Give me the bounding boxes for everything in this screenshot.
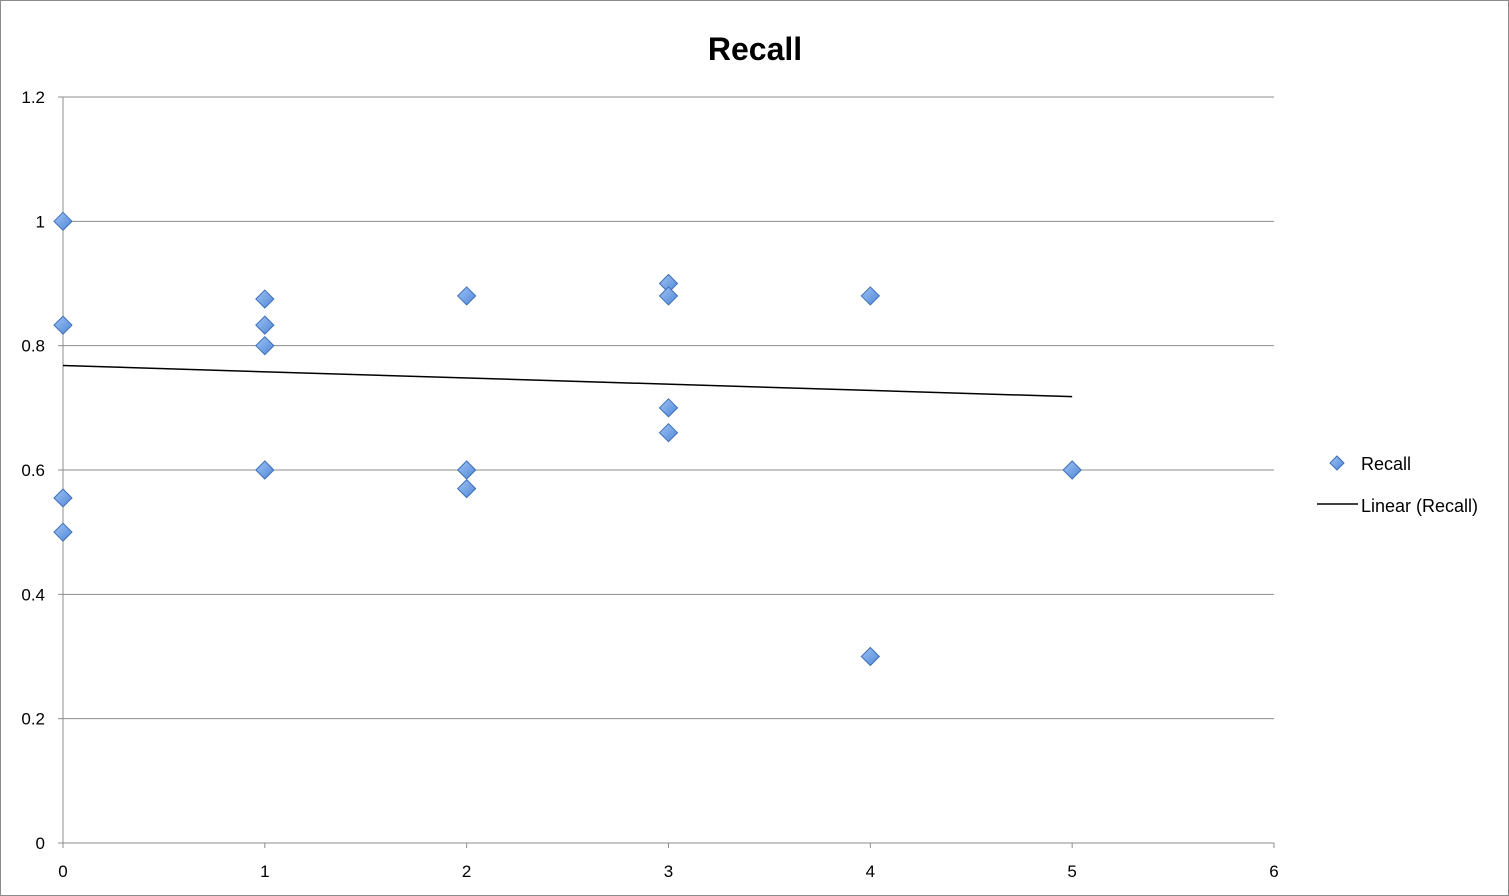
y-tick-label-3: 0.6: [21, 461, 45, 480]
data-point-16: [860, 646, 881, 667]
data-point-9: [456, 460, 477, 480]
trendline-layer: [62, 364, 1073, 398]
data-point-17: [1062, 460, 1082, 480]
y-tick-label-2: 0.4: [21, 585, 45, 604]
data-point-1: [53, 315, 73, 335]
y-tick-label-4: 0.8: [21, 337, 45, 356]
y-tick-labels: 0 0.2 0.4 0.6 0.8 1 1.2: [21, 88, 45, 853]
data-point-5: [255, 315, 275, 335]
x-tick-label-0: 0: [58, 862, 67, 881]
legend-label-trendline: Linear (Recall): [1361, 496, 1478, 516]
legend-diamond-icon: [1329, 455, 1345, 471]
data-point-8: [456, 286, 477, 306]
legend: Recall Linear (Recall): [1317, 454, 1478, 516]
y-tick-label-1: 0.2: [21, 710, 45, 729]
y-tick-label-5: 1: [36, 212, 45, 231]
scatter-points: [53, 211, 1082, 667]
x-tick-label-2: 2: [462, 862, 471, 881]
data-point-12: [658, 286, 679, 306]
chart-title: Recall: [708, 31, 802, 67]
axes: [58, 96, 1275, 848]
x-tick-label-4: 4: [866, 862, 875, 881]
data-point-15: [860, 286, 881, 306]
data-point-4: [255, 289, 275, 309]
x-tick-label-1: 1: [260, 862, 269, 881]
legend-marker-recall: [1329, 455, 1345, 471]
x-tick-label-6: 6: [1269, 862, 1278, 881]
data-point-0: [53, 211, 73, 232]
x-tick-label-3: 3: [664, 862, 673, 881]
data-point-3: [53, 522, 73, 542]
data-point-10: [456, 478, 477, 499]
y-tick-label-0: 0: [36, 834, 45, 853]
data-point-7: [255, 460, 275, 480]
y-tick-label-6: 1.2: [21, 88, 45, 107]
data-point-14: [658, 422, 679, 443]
trendline-linear-recall: [62, 364, 1073, 398]
legend-label-recall: Recall: [1361, 454, 1411, 474]
data-point-6: [255, 335, 275, 356]
x-tick-labels: 0 1 2 3 4 5 6: [58, 862, 1278, 881]
data-point-13: [658, 398, 679, 418]
x-tick-label-5: 5: [1067, 862, 1076, 881]
data-point-2: [53, 488, 73, 508]
